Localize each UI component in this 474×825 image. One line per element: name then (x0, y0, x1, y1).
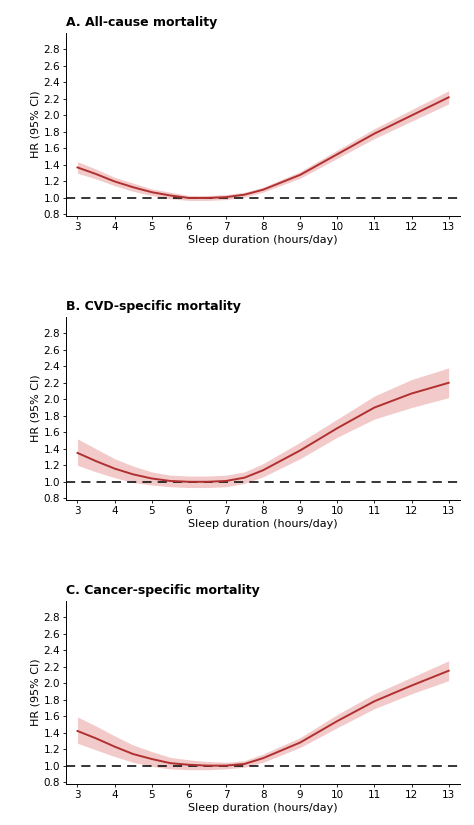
Text: A. All-cause mortality: A. All-cause mortality (66, 16, 218, 29)
Text: C. Cancer-specific mortality: C. Cancer-specific mortality (66, 584, 260, 596)
X-axis label: Sleep duration (hours/day): Sleep duration (hours/day) (188, 519, 338, 529)
X-axis label: Sleep duration (hours/day): Sleep duration (hours/day) (188, 235, 338, 245)
Y-axis label: HR (95% CI): HR (95% CI) (31, 91, 41, 158)
Y-axis label: HR (95% CI): HR (95% CI) (31, 375, 41, 442)
Text: B. CVD-specific mortality: B. CVD-specific mortality (66, 299, 241, 313)
X-axis label: Sleep duration (hours/day): Sleep duration (hours/day) (188, 803, 338, 813)
Y-axis label: HR (95% CI): HR (95% CI) (31, 658, 41, 726)
